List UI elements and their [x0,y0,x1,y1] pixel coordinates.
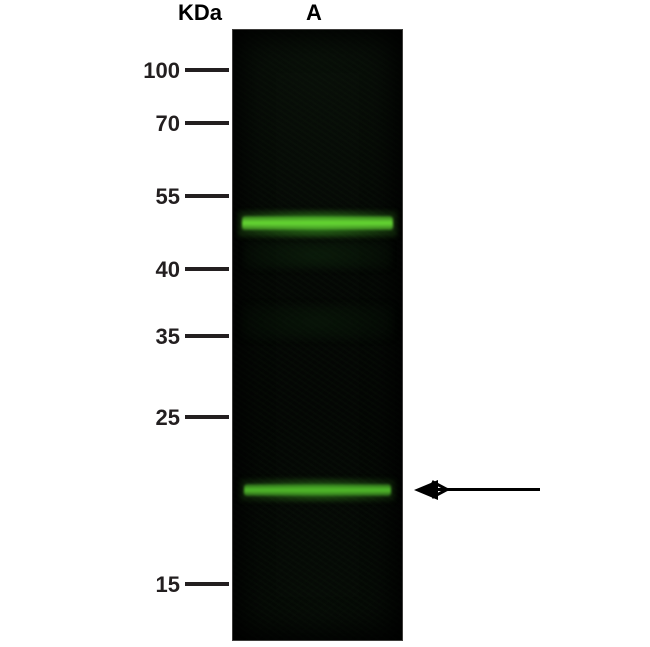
target-arrow-shaft [438,488,540,491]
mw-tick-35 [185,334,229,338]
mw-label-15: 15 [120,572,180,598]
band-20kda [244,484,391,496]
mw-label-70: 70 [120,111,180,137]
blot-figure: KDa A 100 70 55 40 35 25 15 [0,0,650,647]
mw-tick-100 [185,68,229,72]
band-smear-45kda [244,241,391,269]
band-smear-36kda [242,305,393,339]
mw-tick-15 [185,582,229,586]
mw-label-55: 55 [120,184,180,210]
mw-label-25: 25 [120,405,180,431]
lane-a [232,29,403,641]
mw-label-35: 35 [120,324,180,350]
mw-tick-25 [185,415,229,419]
mw-tick-70 [185,121,229,125]
kda-header: KDa [178,0,222,26]
band-52kda [242,216,393,230]
lane-a-header: A [306,0,322,26]
mw-label-40: 40 [120,257,180,283]
mw-tick-40 [185,267,229,271]
mw-tick-55 [185,194,229,198]
mw-label-100: 100 [120,58,180,84]
